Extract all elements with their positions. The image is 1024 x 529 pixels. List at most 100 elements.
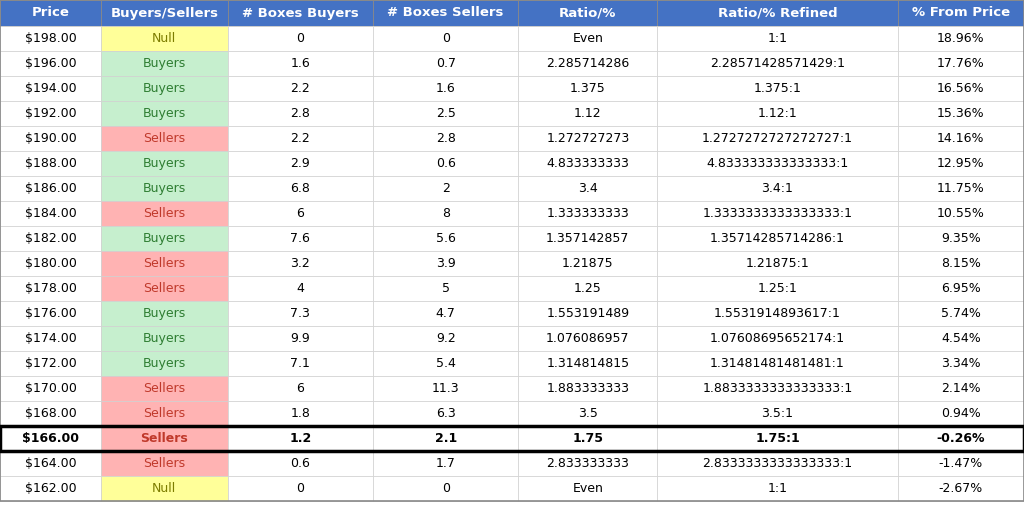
Bar [0,26,101,51]
Text: 1.076086957: 1.076086957 [546,332,630,345]
Bar [0,226,101,251]
Text: $192.00: $192.00 [25,107,77,120]
Text: $170.00: $170.00 [25,382,77,395]
Bar [657,176,898,201]
Bar [101,0,227,26]
Text: 2.833333333: 2.833333333 [547,457,630,470]
Bar [898,101,1024,126]
Bar [373,351,518,376]
Text: 1.2: 1.2 [289,432,311,445]
Text: 4.7: 4.7 [435,307,456,320]
Bar [898,451,1024,476]
Bar [518,101,657,126]
Bar [518,51,657,76]
Bar [0,326,101,351]
Bar [898,26,1024,51]
Text: 2.285714286: 2.285714286 [546,57,630,70]
Text: 1.272727273: 1.272727273 [546,132,630,145]
Bar [373,101,518,126]
Text: $166.00: $166.00 [23,432,79,445]
Text: # Boxes Sellers: # Boxes Sellers [387,6,504,20]
Bar [518,276,657,301]
Text: $198.00: $198.00 [25,32,77,45]
Text: -1.47%: -1.47% [939,457,983,470]
Text: 1.31481481481481:1: 1.31481481481481:1 [710,357,845,370]
Bar [518,401,657,426]
Text: 2.14%: 2.14% [941,382,981,395]
Bar [0,101,101,126]
Bar [101,151,227,176]
Bar [518,376,657,401]
Text: 1.21875:1: 1.21875:1 [745,257,809,270]
Bar [898,376,1024,401]
Bar [0,201,101,226]
Text: 1.333333333: 1.333333333 [547,207,629,220]
Bar [227,26,373,51]
Text: 1.12: 1.12 [574,107,602,120]
Bar [518,251,657,276]
Bar [101,201,227,226]
Text: 4.833333333: 4.833333333 [547,157,630,170]
Text: Sellers: Sellers [143,282,185,295]
Bar [657,326,898,351]
Text: 0.7: 0.7 [435,57,456,70]
Bar [518,0,657,26]
Text: Null: Null [153,32,176,45]
Bar [227,401,373,426]
Bar [518,76,657,101]
Text: $172.00: $172.00 [25,357,77,370]
Text: $162.00: $162.00 [25,482,77,495]
Text: 0: 0 [441,32,450,45]
Text: 2.8: 2.8 [291,107,310,120]
Text: Sellers: Sellers [143,457,185,470]
Text: 6: 6 [296,207,304,220]
Text: 6: 6 [296,382,304,395]
Bar [373,251,518,276]
Text: 5: 5 [441,282,450,295]
Text: Sellers: Sellers [143,407,185,420]
Bar [518,451,657,476]
Text: Buyers: Buyers [142,332,186,345]
Text: 1.375:1: 1.375:1 [754,82,802,95]
Bar [518,151,657,176]
Bar [373,76,518,101]
Bar [227,151,373,176]
Bar [373,476,518,501]
Text: 16.56%: 16.56% [937,82,985,95]
Bar [518,326,657,351]
Bar [898,126,1024,151]
Bar [101,276,227,301]
Bar [373,451,518,476]
Text: 0: 0 [296,482,304,495]
Text: 8.15%: 8.15% [941,257,981,270]
Text: 14.16%: 14.16% [937,132,984,145]
Text: 3.9: 3.9 [436,257,456,270]
Text: 3.4: 3.4 [578,182,598,195]
Bar [657,126,898,151]
Bar [898,251,1024,276]
Text: $196.00: $196.00 [25,57,77,70]
Text: Price: Price [32,6,70,20]
Bar [227,126,373,151]
Bar [101,76,227,101]
Bar [898,276,1024,301]
Text: 2.28571428571429:1: 2.28571428571429:1 [710,57,845,70]
Bar [657,401,898,426]
Text: 0.94%: 0.94% [941,407,981,420]
Bar [898,76,1024,101]
Bar [227,426,373,451]
Bar [101,101,227,126]
Text: $186.00: $186.00 [25,182,77,195]
Bar [373,276,518,301]
Text: Sellers: Sellers [143,132,185,145]
Text: Sellers: Sellers [143,382,185,395]
Text: 11.75%: 11.75% [937,182,985,195]
Text: 1.25:1: 1.25:1 [758,282,798,295]
Text: 2.9: 2.9 [291,157,310,170]
Text: Buyers: Buyers [142,157,186,170]
Bar [0,451,101,476]
Bar [657,276,898,301]
Bar [101,126,227,151]
Text: 7.6: 7.6 [291,232,310,245]
Bar [518,476,657,501]
